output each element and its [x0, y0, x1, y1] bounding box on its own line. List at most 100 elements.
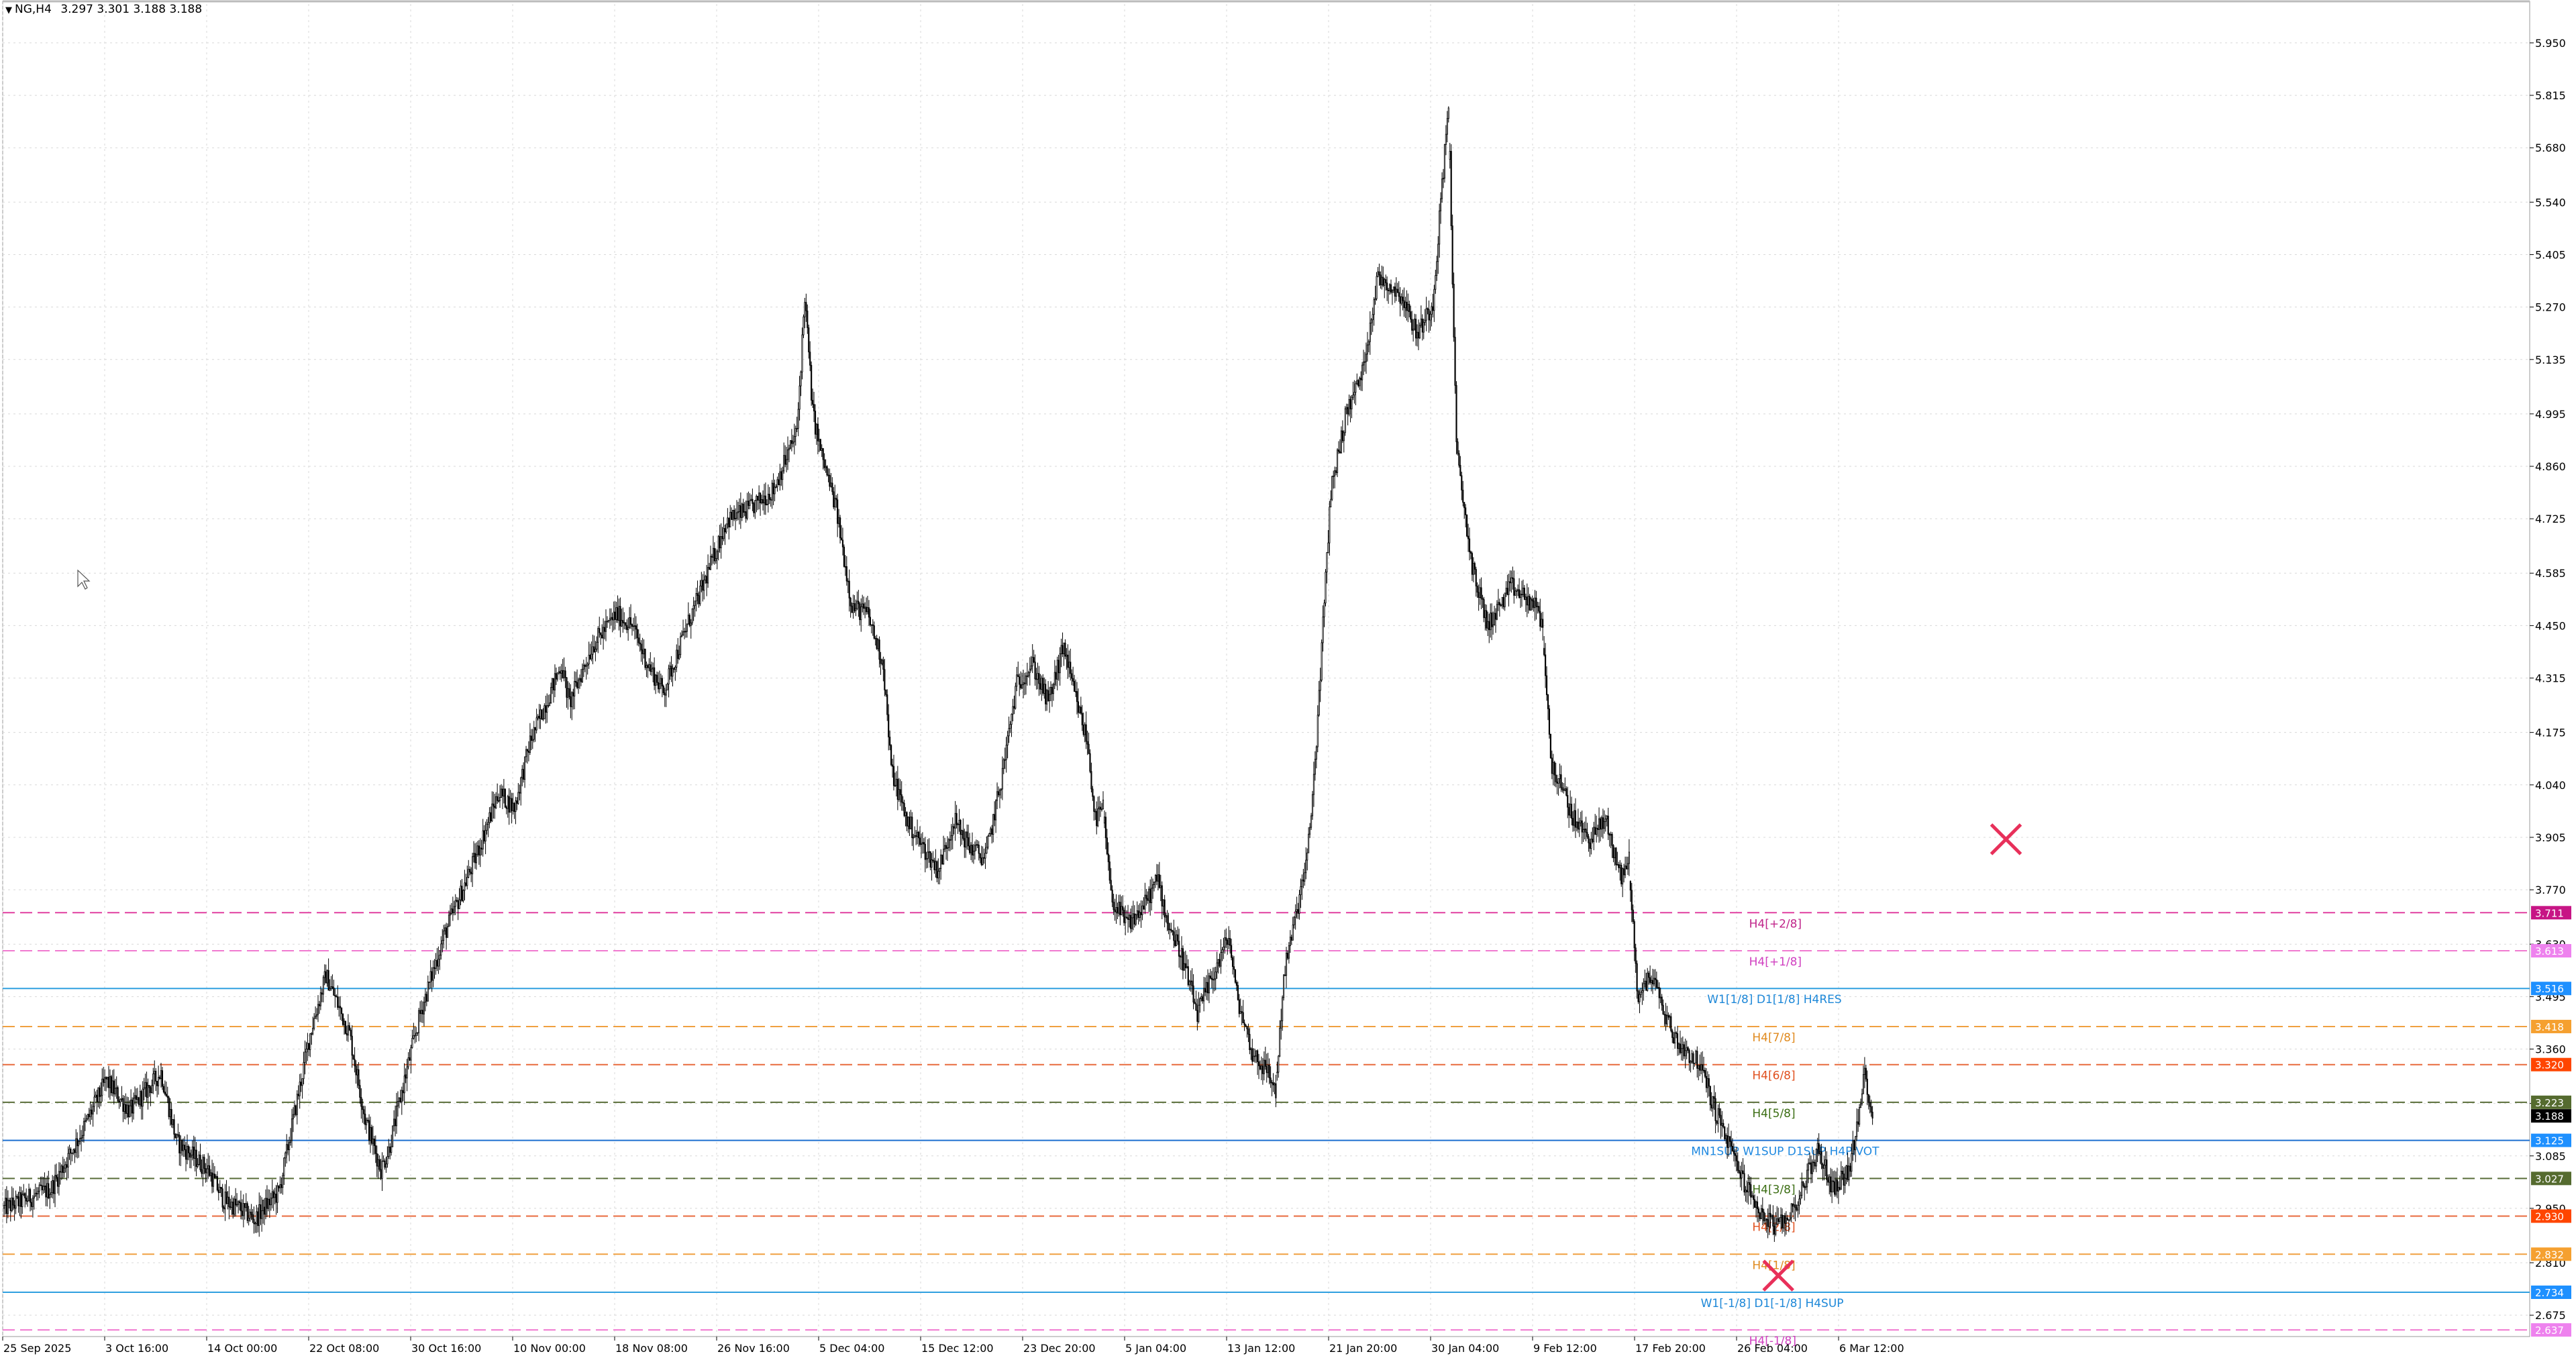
- candle-body: [703, 580, 705, 591]
- candle-body: [656, 674, 658, 683]
- candle-body: [1494, 613, 1497, 620]
- y-tick-label: 5.405: [2535, 248, 2566, 261]
- candle-body: [456, 900, 458, 902]
- candle-body: [62, 1165, 64, 1174]
- candle-body: [1849, 1165, 1851, 1172]
- candle-body: [303, 1062, 305, 1080]
- level-price-label: 3.125: [2535, 1135, 2564, 1147]
- candle-body: [468, 869, 470, 878]
- candle-body: [1800, 1195, 1802, 1200]
- candle-body: [1398, 292, 1400, 297]
- candle-body: [109, 1076, 111, 1088]
- dropdown-triangle-icon[interactable]: ▼: [5, 5, 12, 15]
- candle-body: [1557, 778, 1559, 784]
- candle-body: [1068, 662, 1070, 668]
- candle-body: [890, 745, 892, 766]
- candle-body: [225, 1192, 227, 1204]
- candle-body: [884, 669, 886, 690]
- candle-body: [199, 1154, 201, 1170]
- candle-body: [1013, 706, 1015, 709]
- symbol-label: NG,H4: [15, 3, 52, 16]
- candle-body: [117, 1087, 119, 1102]
- candle-body: [1720, 1114, 1722, 1126]
- candle-body: [758, 492, 760, 501]
- candle-body: [1688, 1049, 1690, 1063]
- candle-body: [1461, 475, 1463, 490]
- candle-body: [1582, 829, 1584, 833]
- candle-body: [1482, 598, 1484, 600]
- candle-body: [264, 1198, 267, 1215]
- candle-body: [313, 1018, 315, 1029]
- candle-body: [1680, 1048, 1682, 1053]
- candle-body: [943, 845, 946, 849]
- candle-body: [162, 1086, 164, 1092]
- candle-body: [81, 1135, 84, 1139]
- candle-body: [1831, 1180, 1833, 1192]
- candle-body: [1835, 1179, 1837, 1195]
- candle-body: [1767, 1219, 1769, 1227]
- candle-body: [695, 593, 697, 602]
- candle-body: [315, 1014, 318, 1016]
- candle-body: [1100, 809, 1103, 811]
- candle-body: [898, 789, 900, 800]
- x-tick-label: 9 Feb 12:00: [1533, 1342, 1597, 1355]
- candle-body: [1847, 1165, 1849, 1181]
- candle-body: [905, 812, 907, 817]
- candle-body: [1200, 996, 1202, 999]
- candle-body: [984, 853, 986, 859]
- candle-body: [403, 1076, 405, 1094]
- candle-body: [1143, 905, 1145, 910]
- candle-body: [660, 678, 662, 684]
- candle-body: [874, 637, 876, 639]
- candle-body: [717, 536, 719, 552]
- candle-body: [576, 682, 578, 688]
- candle-body: [1635, 947, 1637, 964]
- candle-body: [317, 1004, 319, 1015]
- candle-body: [27, 1200, 29, 1202]
- candle-body: [1341, 430, 1343, 441]
- candle-body: [1682, 1044, 1684, 1049]
- candle-body: [1276, 1072, 1278, 1074]
- x-tick-label: 26 Nov 16:00: [717, 1342, 790, 1355]
- candle-body: [794, 428, 796, 437]
- candle-body: [491, 803, 493, 821]
- candle-body: [1468, 538, 1471, 552]
- candle-body: [986, 847, 988, 854]
- candle-body: [76, 1138, 79, 1147]
- candle-body: [1164, 899, 1166, 918]
- candle-body: [584, 664, 586, 667]
- level-price-label: 3.320: [2535, 1059, 2564, 1072]
- candle-body: [524, 756, 526, 780]
- candle-body: [1190, 980, 1192, 982]
- candle-body: [1152, 884, 1154, 889]
- candle-body: [1623, 868, 1625, 876]
- candle-body: [331, 986, 333, 988]
- candle-body: [261, 1210, 263, 1219]
- candle-body: [637, 637, 639, 643]
- candle-body: [1202, 996, 1204, 1002]
- candle-body: [1649, 977, 1651, 983]
- candle-body: [1527, 596, 1529, 606]
- candle-body: [882, 660, 884, 670]
- candle-body: [1518, 589, 1521, 598]
- candle-body: [625, 622, 627, 626]
- candle-body: [105, 1077, 107, 1080]
- candle-body: [835, 498, 837, 501]
- candle-body: [511, 798, 513, 811]
- candle-body: [1231, 957, 1234, 968]
- candle-body: [1096, 811, 1098, 827]
- level-price-label: 3.613: [2535, 945, 2564, 957]
- candle-body: [1678, 1043, 1680, 1049]
- candle-body: [1020, 684, 1022, 688]
- candle-body: [466, 877, 468, 886]
- candle-body: [1745, 1190, 1747, 1193]
- candle-body: [838, 517, 840, 524]
- candle-body: [327, 970, 329, 991]
- candle-body: [745, 511, 747, 519]
- candle-body: [334, 995, 336, 997]
- candle-body: [1255, 1050, 1257, 1057]
- candle-body: [1433, 289, 1435, 311]
- candle-body: [519, 792, 521, 794]
